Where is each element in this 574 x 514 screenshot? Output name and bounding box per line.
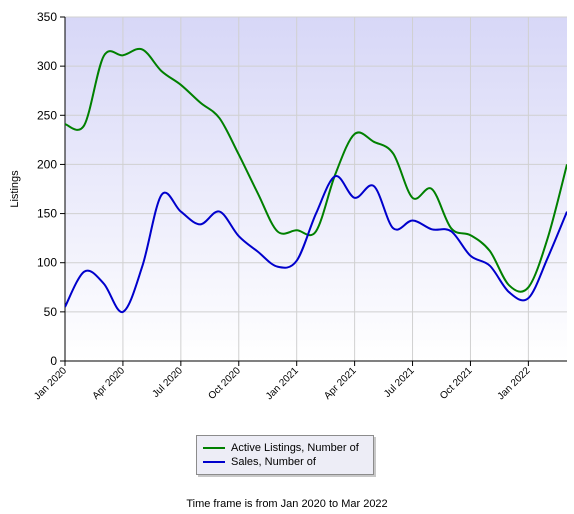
y-axis-title: Listings	[9, 170, 21, 208]
y-tick-label-300: 300	[37, 59, 57, 73]
plot-area	[65, 17, 567, 361]
legend-swatch-active-listings	[203, 447, 225, 449]
x-tick-label-oct-2020: Oct 2020	[206, 365, 243, 402]
y-tick-label-250: 250	[37, 108, 57, 122]
x-tick-label-jan-2020: Jan 2020	[32, 365, 69, 402]
x-tick-label-jan-2022: Jan 2022	[496, 365, 533, 402]
y-tick-label-150: 150	[37, 207, 57, 221]
x-tick-label-apr-2020: Apr 2020	[91, 365, 128, 402]
series-line-active-listings	[65, 47, 567, 293]
x-tick-label-apr-2021: Apr 2021	[322, 365, 359, 402]
line-chart: 0 50 100 150 200 250 300 350 Jan 2020 Apr 2020 Jul…	[9, 10, 567, 402]
x-tick-label-jan-2021: Jan 2021	[264, 365, 301, 402]
x-tick-label-oct-2021: Oct 2021	[438, 365, 475, 402]
chart-legend: Active Listings, Number of Sales, Number…	[196, 435, 374, 475]
y-tick-label-50: 50	[44, 305, 58, 319]
y-tick-label-100: 100	[37, 256, 57, 270]
y-tick-label-0: 0	[50, 354, 57, 368]
series-line-sales	[65, 175, 567, 313]
legend-item-sales: Sales, Number of	[203, 455, 373, 469]
y-tick-label-200: 200	[37, 157, 57, 171]
chart-footer-caption: Time frame is from Jan 2020 to Mar 2022	[186, 498, 388, 510]
y-tick-label-350: 350	[37, 10, 57, 24]
legend-swatch-sales	[203, 461, 225, 463]
x-tick-label-jul-2021: Jul 2021	[382, 365, 417, 400]
x-tick-label-jul-2020: Jul 2020	[150, 365, 185, 400]
legend-item-active-listings: Active Listings, Number of	[203, 441, 373, 455]
legend-label-sales: Sales, Number of	[231, 456, 316, 468]
legend-label-active-listings: Active Listings, Number of	[231, 442, 359, 454]
